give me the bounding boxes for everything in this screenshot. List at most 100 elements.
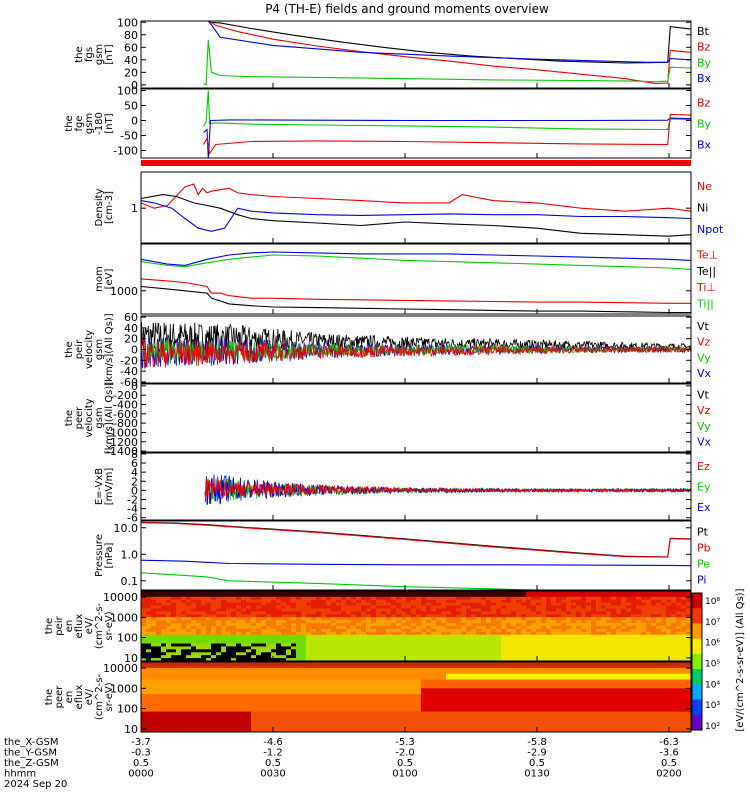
peir_velocity-ytick-label: 20	[124, 333, 138, 346]
density-ylabel: Density	[94, 188, 105, 226]
pressure-series-2	[141, 559, 691, 567]
panel-peer_velocity: 0-200-400-600-800-1000-1200-1400 the peer v…	[64, 380, 712, 458]
peir_velocity-legend-entry: Vz	[697, 336, 711, 349]
temperature-frame	[140, 243, 692, 315]
density-series-2	[141, 200, 691, 232]
efield-series-2	[204, 477, 691, 499]
colorbar-segment	[692, 653, 702, 670]
peer_velocity-ytick-label: -1200	[106, 436, 138, 449]
fge-ylabel: [nT]	[104, 113, 115, 133]
xaxis-row-value: 0.5	[265, 758, 281, 769]
fgs-ytick-label: 0	[131, 79, 138, 92]
peer_velocity-legend-entry: Vy	[697, 420, 711, 433]
fgs-series-2	[203, 39, 691, 86]
efield-frame	[140, 452, 692, 521]
peir_eflux-ylabel: sr-eV)	[104, 611, 115, 640]
pressure-frame	[140, 520, 692, 591]
peir_velocity-ylabel: peir	[74, 339, 85, 359]
fge-ylabel: gsm	[84, 113, 95, 134]
panel-peir_eflux: 10000 1000 100 10 the peir en eflux eV/(cm^2-s-s…	[44, 590, 692, 665]
peer_velocity-legend-entry: Vz	[697, 404, 711, 417]
colorbar-tick-label: 10³	[705, 701, 720, 711]
temperature-legend-entry: Te⊥	[696, 249, 718, 262]
efield-ytick-label: 6	[131, 457, 138, 470]
peer_velocity-ytick-label: -800	[113, 417, 138, 430]
xaxis-row-value: -5.3	[395, 737, 415, 748]
fge-series-1	[203, 117, 691, 158]
density-legend-entry: Npot	[697, 223, 724, 236]
fge-series-2	[203, 113, 691, 155]
fgs-legend-entry: Bz	[697, 41, 711, 54]
plot-title: P4 (TH-E) fields and ground moments over…	[265, 2, 549, 16]
peer_eflux-ylabel: peer	[54, 685, 65, 709]
fgs-legend-entry: Bt	[697, 25, 710, 38]
peer_velocity-ytick-label: -400	[113, 398, 138, 411]
xaxis-row-value: 0000	[128, 769, 153, 780]
peer_velocity-legend-entry: Vt	[697, 388, 710, 401]
pressure-series-1	[141, 522, 691, 558]
efield-legend-entry: Ey	[697, 481, 711, 494]
xaxis-row-value: -2.9	[527, 748, 547, 759]
fge-ylabel: -180	[94, 112, 105, 135]
fge-series-0	[203, 90, 691, 131]
peir_velocity-ytick-label: 40	[124, 322, 138, 335]
panel-temperature: 1000 mom [eV] Te⊥ Te|| Ti⊥ Ti||	[94, 243, 718, 315]
peir_velocity-ytick-label: 60	[124, 311, 138, 324]
peer_velocity-ylabel: velocity	[84, 398, 95, 437]
peir_eflux-ylabel: the	[44, 618, 55, 634]
peir_eflux-ytick-label: 100	[117, 632, 138, 645]
colorbar-tick-label: 10⁶	[705, 639, 720, 649]
fgs-ylabel: [nT]	[104, 44, 115, 64]
colorbar-tick-label: 10⁴	[705, 680, 720, 690]
pressure-ytick-label: 0.1	[121, 575, 139, 588]
efield-ylabel: [mV/m]	[104, 468, 115, 506]
xaxis-row-label: hhmm	[4, 769, 36, 780]
xaxis-row-value: -3.7	[131, 737, 151, 748]
peir_velocity-ytick-label: -60	[120, 376, 138, 389]
colorbar-tick-label: 10²	[705, 722, 720, 732]
fgs-frame	[140, 20, 692, 89]
peir_velocity-ytick-label: -20	[120, 354, 138, 367]
peir_velocity-ylabel: the	[64, 341, 75, 357]
xaxis-row-value: -5.8	[527, 737, 547, 748]
efield-legend-entry: Ez	[697, 460, 710, 473]
pressure-legend-entry: Pi	[697, 574, 706, 587]
density-ylabel: [cm-3]	[104, 191, 115, 224]
peer_velocity-ylabel: peer	[74, 406, 85, 430]
panel-peer_eflux: 10000 1000 100 10 the peer en eflux eV/(cm^2-s-s…	[44, 661, 692, 736]
temperature-series-2	[141, 278, 691, 304]
density-legend-entry: Ni	[697, 202, 708, 215]
peer_eflux-ytick-label: 1000	[110, 682, 138, 695]
pressure-series-3	[141, 572, 553, 590]
fgs-series-0	[209, 21, 691, 64]
temperature-legend-entry: Ti||	[696, 297, 714, 310]
xaxis-row-value: 0.5	[397, 758, 413, 769]
pressure-ylabel: [nPa]	[104, 542, 115, 568]
xaxis-row-value: 0100	[392, 769, 417, 780]
peir_eflux-ylabel: peir	[54, 615, 65, 635]
peer_eflux-ytick-label: 100	[117, 703, 138, 716]
fgs-ylabel: fgs	[84, 47, 95, 62]
fgs-ytick-label: 60	[124, 41, 138, 54]
density-ytick-label: 1	[131, 202, 138, 215]
peir_eflux-ylabel: eflux	[74, 614, 85, 639]
panel-pressure: 10.0 1.0 0.1 Pressure [nPa] Pt Pb Pe Pi	[94, 520, 711, 591]
pressure-legend-entry: Pt	[697, 525, 709, 538]
fgs-legend-entry: By	[697, 56, 712, 69]
fgs-ylabel: the	[74, 46, 85, 62]
peir_velocity-legend-entry: Vy	[697, 351, 711, 364]
peir_eflux-ylabel: (cm^2-s-	[94, 602, 105, 649]
colorbar-segment	[692, 608, 702, 624]
xaxis-row-value: 0.5	[661, 758, 677, 769]
peer_velocity-ylabel: the	[64, 410, 75, 426]
colorbar-segment	[692, 593, 702, 609]
fgs-ytick-label: 100	[117, 16, 138, 29]
temperature-ylabel: mom	[94, 266, 105, 292]
density-series-0	[141, 183, 691, 212]
peer_velocity-ytick-label: -600	[113, 408, 138, 421]
fge-ytick-label: -50	[120, 130, 138, 143]
peir_velocity-ylabel: gsm	[94, 339, 105, 360]
peir_velocity-ylabel: [km/s](All Qs)]	[104, 313, 115, 385]
